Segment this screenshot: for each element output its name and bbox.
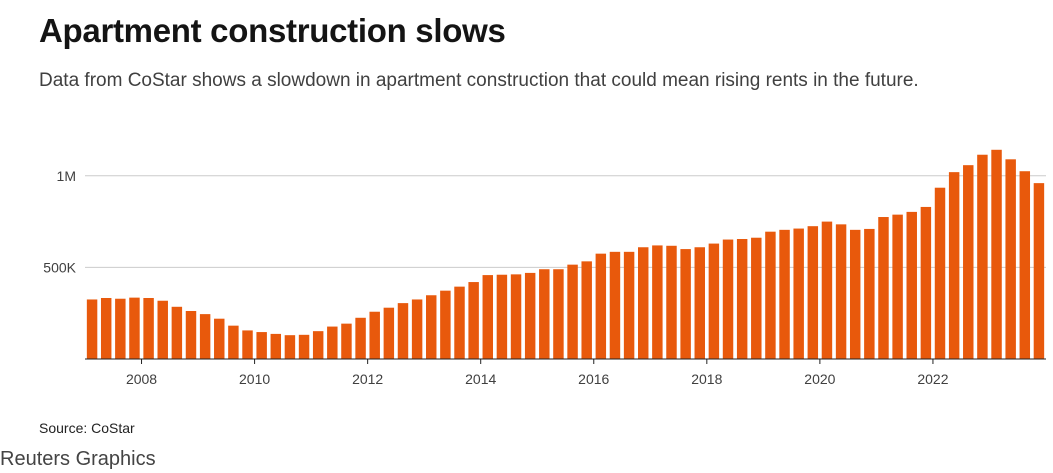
bar <box>652 245 663 359</box>
bar <box>708 243 720 359</box>
bar <box>609 251 621 359</box>
bar <box>567 264 578 359</box>
bar <box>482 275 493 359</box>
bar <box>991 149 1002 359</box>
bar <box>849 229 861 359</box>
chart-title: Apartment construction slows <box>39 12 506 49</box>
bar <box>284 335 296 359</box>
bar <box>736 239 748 359</box>
bar <box>821 221 833 359</box>
bar <box>270 333 282 359</box>
y-tick-label: 500K <box>43 259 76 275</box>
bar <box>100 297 112 359</box>
credit-logo: Reuters Graphics <box>0 448 156 470</box>
bar <box>510 274 522 359</box>
x-tick-label: 2014 <box>465 371 496 387</box>
bar <box>185 311 197 359</box>
bar <box>878 217 889 359</box>
x-tick-label: 2018 <box>691 371 722 387</box>
bar <box>411 299 423 359</box>
bar <box>906 211 917 359</box>
bar <box>793 228 804 359</box>
bar <box>496 274 508 359</box>
bar <box>383 307 395 359</box>
bar <box>1033 183 1045 359</box>
bar <box>440 290 451 359</box>
bar <box>115 298 126 359</box>
bar <box>157 300 168 359</box>
bar <box>779 229 790 359</box>
bar <box>638 247 649 359</box>
bar <box>722 239 734 359</box>
bar <box>892 214 903 359</box>
source-note: Source: CoStar <box>39 420 135 436</box>
bar <box>553 269 564 359</box>
bar <box>129 297 140 359</box>
bar <box>143 297 154 359</box>
bar <box>694 247 705 359</box>
bar <box>256 332 267 359</box>
bar <box>539 269 550 359</box>
bar <box>595 253 607 359</box>
x-axis-ticks: 2008 2010 2012 2014 2016 2018 2020 2022 <box>126 359 949 387</box>
bar <box>581 261 592 359</box>
bar <box>948 172 960 359</box>
bar <box>86 299 98 359</box>
bar <box>934 187 946 359</box>
x-tick-label: 2016 <box>578 371 609 387</box>
bar <box>228 325 239 359</box>
bar <box>807 226 819 359</box>
bar <box>864 228 875 359</box>
bar <box>1019 171 1031 359</box>
bar <box>835 224 847 359</box>
y-tick-label: 1M <box>57 168 76 184</box>
bar <box>623 251 635 359</box>
bar <box>977 154 988 359</box>
bar <box>341 323 352 359</box>
bar <box>920 206 932 359</box>
bar <box>524 272 536 359</box>
bar <box>397 303 409 359</box>
bar <box>355 317 366 359</box>
bar <box>199 314 211 359</box>
bar <box>298 334 310 359</box>
bar <box>327 326 338 359</box>
x-tick-label: 2020 <box>804 371 835 387</box>
x-tick-label: 2008 <box>126 371 157 387</box>
chart-subtitle: Data from CoStar shows a slowdown in apa… <box>39 70 919 91</box>
y-axis-ticks: 500K 1M <box>43 168 76 276</box>
bar <box>242 330 253 359</box>
x-tick-label: 2022 <box>917 371 948 387</box>
bar <box>468 282 479 359</box>
bar <box>963 165 974 359</box>
bar <box>666 245 677 359</box>
bars <box>86 149 1045 359</box>
bar <box>369 311 380 359</box>
bar <box>751 237 762 359</box>
bar <box>171 306 183 359</box>
bar <box>680 249 691 359</box>
x-tick-label: 2010 <box>239 371 270 387</box>
bar-chart: 2008 2010 2012 2014 2016 2018 2020 2022 500K 1M <box>43 149 1046 387</box>
bar <box>312 331 324 359</box>
bar <box>214 318 225 359</box>
bar <box>426 295 437 359</box>
bar <box>1005 159 1016 359</box>
x-tick-label: 2012 <box>352 371 383 387</box>
bar <box>765 231 776 359</box>
bar <box>454 286 465 359</box>
